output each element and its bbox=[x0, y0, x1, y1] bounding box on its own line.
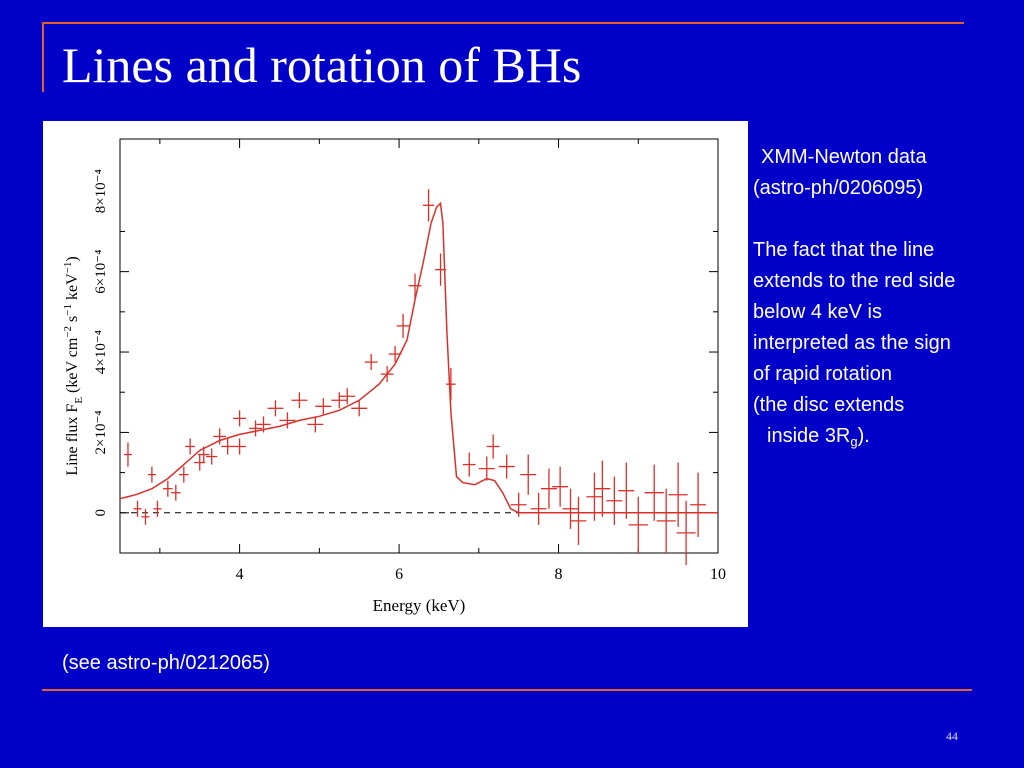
last-line-subscript: g bbox=[850, 434, 858, 449]
data-point bbox=[133, 500, 142, 517]
slide-title: Lines and rotation of BHs bbox=[62, 37, 582, 93]
plot-frame bbox=[119, 138, 719, 554]
data-point bbox=[618, 462, 635, 519]
data-point bbox=[147, 466, 156, 483]
data-point bbox=[586, 472, 603, 521]
axis-ticks: 4 6 8 10 0 2×10⁻⁴ 4×10⁻⁴ 6×10⁻⁴ 8×10⁻⁴ bbox=[93, 139, 726, 583]
data-point bbox=[486, 434, 500, 459]
y-tick-label: 0 bbox=[93, 509, 109, 516]
x-tick-label: 4 bbox=[236, 566, 244, 583]
data-point bbox=[570, 496, 587, 545]
data-point bbox=[206, 448, 218, 465]
data-point bbox=[141, 508, 150, 525]
title-rule-top bbox=[42, 22, 964, 24]
data-point bbox=[462, 452, 476, 477]
data-point bbox=[233, 438, 246, 455]
y-tick-label: 2×10⁻⁴ bbox=[93, 410, 109, 454]
data-point bbox=[233, 410, 246, 427]
last-line-prefix: inside 3R bbox=[767, 425, 851, 447]
slide-number: 44 bbox=[946, 729, 958, 743]
data-point bbox=[656, 488, 676, 553]
data-point bbox=[364, 354, 378, 371]
data-point bbox=[315, 398, 332, 415]
x-axis-label: Energy (keV) bbox=[373, 596, 466, 615]
see-also-reference: (see astro-ph/0212065) bbox=[62, 652, 270, 674]
explanation-line-2: extends to the red side bbox=[753, 270, 956, 292]
last-line-suffix: ). bbox=[857, 425, 870, 447]
ref-line: (astro-ph/0206095) bbox=[753, 177, 924, 199]
data-point bbox=[171, 484, 181, 501]
y-tick-label: 6×10⁻⁴ bbox=[93, 250, 109, 294]
data-point bbox=[221, 438, 235, 455]
data-point bbox=[668, 462, 688, 527]
data-point bbox=[644, 464, 664, 521]
data-point bbox=[422, 189, 435, 222]
explanation-line-4: interpreted as the sign bbox=[753, 332, 951, 354]
y-axis-label: Line flux FE (keV cm−2 s−1 keV−1) bbox=[62, 256, 85, 475]
x-tick-label: 6 bbox=[395, 566, 403, 583]
data-point bbox=[153, 500, 162, 517]
y-tick-label: 8×10⁻⁴ bbox=[93, 169, 109, 213]
side-text: XMM-Newton data (astro-ph/0206095) The f… bbox=[753, 142, 1021, 457]
explanation-line-1: The fact that the line bbox=[753, 239, 935, 261]
data-point bbox=[594, 460, 611, 517]
data-point bbox=[279, 412, 296, 429]
spectrum-chart: 4 6 8 10 0 2×10⁻⁴ 4×10⁻⁴ 6×10⁻⁴ 8×10⁻⁴ Energy (k… bbox=[62, 138, 726, 615]
data-point bbox=[562, 488, 579, 529]
explanation-line-5: of rapid rotation bbox=[753, 363, 892, 385]
data-point bbox=[351, 400, 368, 417]
data-point bbox=[690, 472, 707, 537]
data-point bbox=[606, 476, 623, 525]
data-points bbox=[123, 189, 707, 566]
explanation-line-6: (the disc extends bbox=[753, 394, 905, 416]
footer-rule bbox=[42, 689, 972, 691]
data-point bbox=[478, 456, 495, 481]
data-point bbox=[213, 428, 227, 445]
data-point bbox=[331, 392, 348, 409]
data-point bbox=[291, 392, 308, 409]
explanation-line-7: inside 3Rg). bbox=[753, 421, 1021, 457]
data-point bbox=[498, 454, 515, 479]
title-rule-left bbox=[42, 22, 44, 92]
data-point bbox=[163, 480, 173, 497]
data-point bbox=[123, 442, 132, 467]
data-point bbox=[520, 454, 537, 495]
x-tick-label: 8 bbox=[555, 566, 563, 583]
data-point bbox=[267, 400, 284, 417]
data-point bbox=[408, 273, 422, 298]
data-point bbox=[628, 496, 648, 553]
data-point bbox=[676, 500, 696, 566]
spectrum-plot-panel: 4 6 8 10 0 2×10⁻⁴ 4×10⁻⁴ 6×10⁻⁴ 8×10⁻⁴ Energy (k… bbox=[43, 121, 748, 627]
data-point bbox=[249, 420, 262, 437]
data-point bbox=[307, 416, 324, 433]
model-curve bbox=[119, 201, 718, 514]
data-point bbox=[446, 368, 456, 401]
data-point bbox=[339, 388, 356, 405]
data-point bbox=[530, 492, 547, 525]
data-point bbox=[396, 313, 410, 338]
data-point bbox=[185, 438, 195, 455]
x-tick-label: 10 bbox=[710, 566, 726, 583]
data-point bbox=[540, 468, 557, 509]
y-tick-label: 4×10⁻⁴ bbox=[93, 330, 109, 374]
data-point bbox=[179, 466, 189, 483]
source-line: XMM-Newton data bbox=[761, 146, 927, 168]
data-point bbox=[552, 466, 569, 507]
explanation-line-3: below 4 keV is bbox=[753, 301, 882, 323]
